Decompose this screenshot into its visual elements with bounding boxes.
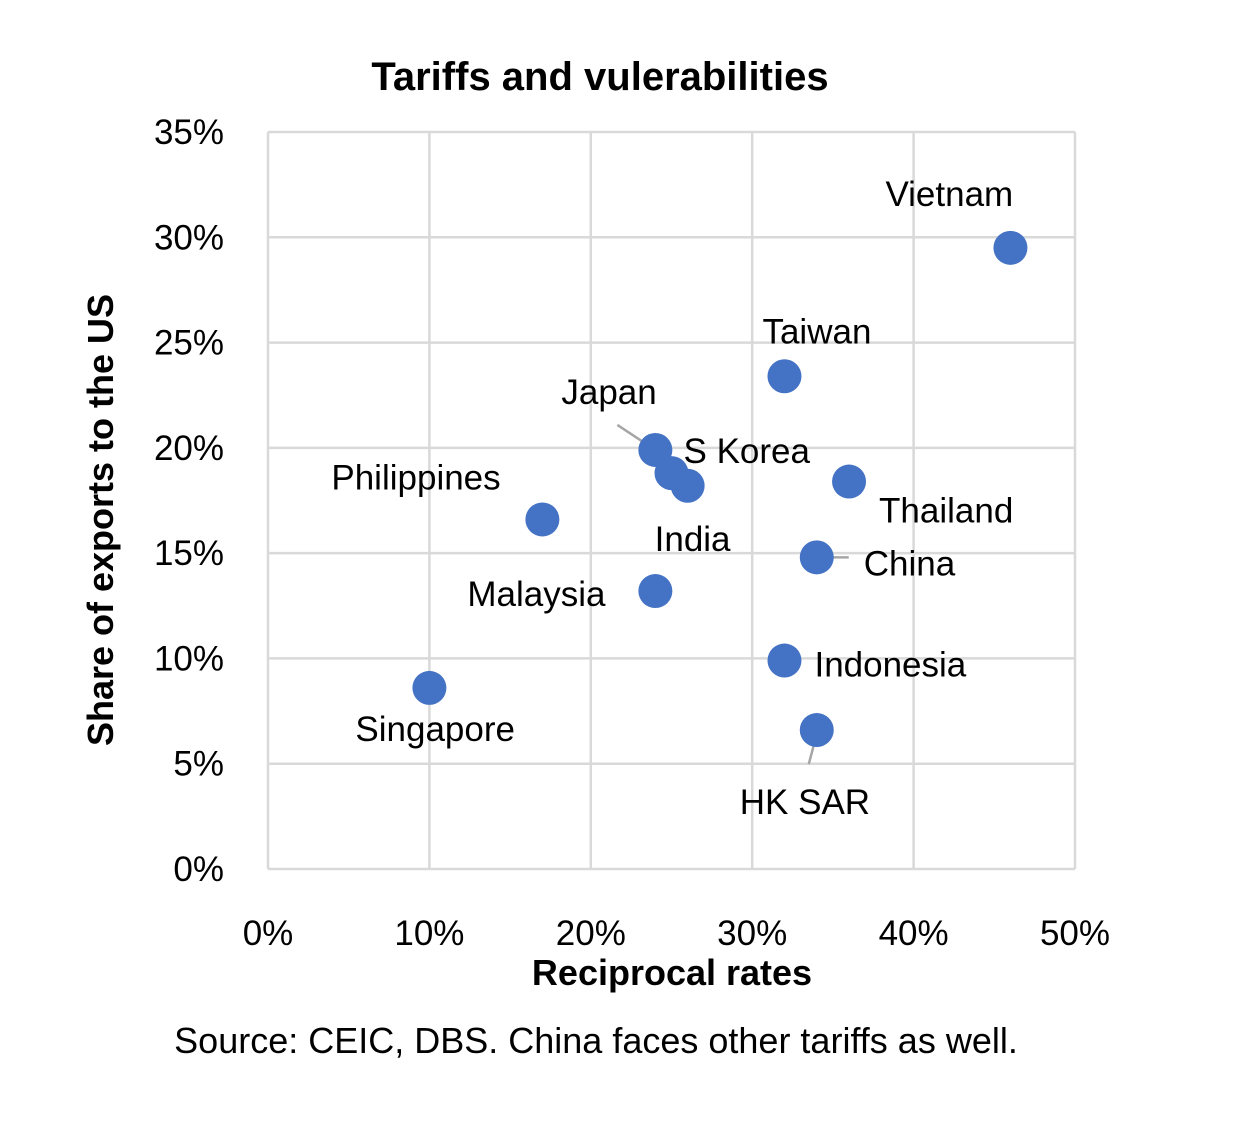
label-thailand: Thailand <box>879 492 1013 531</box>
label-philippines: Philippines <box>331 458 500 497</box>
point-thailand <box>832 464 867 499</box>
y-tick-label: 10% <box>154 639 224 678</box>
y-tick-label: 5% <box>173 745 224 784</box>
y-tick-label: 30% <box>154 218 224 257</box>
x-tick-label: 20% <box>556 914 626 953</box>
x-tick-label: 10% <box>394 914 464 953</box>
point-singapore <box>412 670 447 705</box>
x-axis-label: Reciprocal rates <box>532 952 812 993</box>
point-labels: Vietnam Taiwan Japan S Korea India Thailand Ph… <box>331 175 1013 822</box>
point-taiwan <box>767 359 802 394</box>
label-indonesia: Indonesia <box>814 646 966 685</box>
label-taiwan: Taiwan <box>762 312 871 351</box>
x-tick-label: 0% <box>243 914 294 953</box>
label-india: India <box>655 520 731 559</box>
chart-title: Tariffs and vulerabilities <box>371 55 828 99</box>
y-tick-label: 15% <box>154 534 224 573</box>
y-axis-label: Share of exports to the US <box>80 294 121 746</box>
y-tick-label: 20% <box>154 429 224 468</box>
x-tick-label: 40% <box>879 914 949 953</box>
x-tick-label: 50% <box>1040 914 1110 953</box>
point-malaysia <box>638 574 673 609</box>
label-hk-sar: HK SAR <box>740 783 870 822</box>
y-tick-label: 0% <box>173 850 224 889</box>
x-tick-label: 30% <box>717 914 787 953</box>
point-hk-sar <box>799 713 834 748</box>
y-tick-label: 35% <box>154 113 224 152</box>
label-singapore: Singapore <box>355 710 515 749</box>
point-india <box>670 468 705 503</box>
point-vietnam <box>993 230 1028 265</box>
label-malaysia: Malaysia <box>467 575 606 614</box>
tick-labels: 0% 10% 20% 30% 40% 50% 0% 5% 10% 15% 20% 25% 30% 35% <box>154 113 1110 953</box>
label-s-korea: S Korea <box>684 432 811 471</box>
point-china <box>799 540 834 575</box>
y-tick-label: 25% <box>154 324 224 363</box>
point-indonesia <box>767 643 802 678</box>
point-philippines <box>525 502 560 537</box>
label-vietnam: Vietnam <box>885 175 1013 214</box>
source-note: Source: CEIC, DBS. China faces other tar… <box>174 1020 1018 1061</box>
label-china: China <box>864 544 956 583</box>
label-japan: Japan <box>561 373 656 412</box>
data-points <box>412 230 1028 748</box>
grid <box>266 130 1077 871</box>
